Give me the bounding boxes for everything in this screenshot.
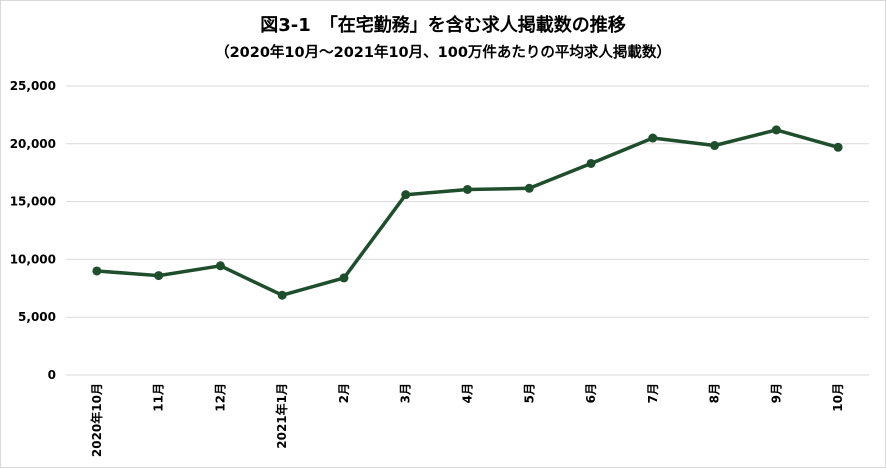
x-tick-label: 12月 — [213, 383, 227, 412]
x-tick-label: 9月 — [769, 383, 783, 403]
data-point — [92, 266, 102, 276]
y-tick-label: 20,000 — [10, 137, 56, 151]
x-tick-label: 4月 — [461, 383, 475, 403]
data-point — [833, 142, 843, 152]
data-point — [524, 183, 534, 193]
y-tick-label: 0 — [48, 368, 56, 382]
x-tick-label: 5月 — [522, 383, 536, 403]
data-point — [154, 271, 164, 281]
data-point — [277, 290, 287, 300]
chart-title: 図3-1 「在宅勤務」を含む求人掲載数の推移 — [260, 15, 626, 36]
data-point — [339, 273, 349, 283]
series-line — [95, 128, 840, 297]
data-point — [463, 184, 472, 194]
chart-subtitle: （2020年10月～2021年10月、100万件あたりの平均求人掲載数） — [215, 45, 671, 61]
x-tick-label: 3月 — [399, 383, 413, 403]
x-tick-label: 7月 — [646, 383, 660, 403]
data-point — [648, 133, 658, 143]
data-point — [771, 125, 781, 135]
x-tick-label: 2月 — [337, 383, 351, 403]
x-tick-label: 6月 — [584, 383, 598, 403]
data-point — [401, 190, 411, 200]
x-tick-label: 11月 — [152, 383, 166, 412]
x-tick-label: 2021年1月 — [274, 383, 289, 449]
y-tick-label: 10,000 — [10, 252, 56, 266]
data-point — [586, 158, 596, 168]
x-tick-label: 8月 — [708, 383, 722, 403]
data-point — [215, 261, 225, 271]
x-tick-label: 10月 — [831, 383, 845, 412]
y-tick-label: 15,000 — [10, 195, 56, 209]
y-tick-label: 25,000 — [10, 79, 56, 93]
data-point — [710, 141, 720, 151]
y-tick-label: 5,000 — [18, 310, 56, 324]
x-tick-label: 2020年10月 — [89, 383, 104, 457]
